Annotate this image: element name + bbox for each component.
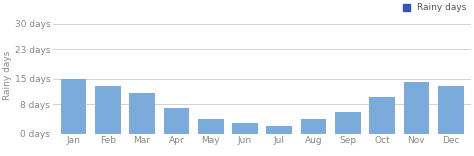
Bar [95,86,121,134]
Bar [198,119,224,134]
Bar [403,82,429,134]
Bar [266,126,292,134]
Bar [369,97,395,134]
Bar [164,108,189,134]
Bar [232,123,258,134]
Legend: Rainy days: Rainy days [403,3,467,12]
Bar [335,112,361,134]
Bar [438,86,464,134]
Bar [301,119,327,134]
Bar [129,93,155,134]
Y-axis label: Rainy days: Rainy days [3,50,12,100]
Bar [61,79,86,134]
